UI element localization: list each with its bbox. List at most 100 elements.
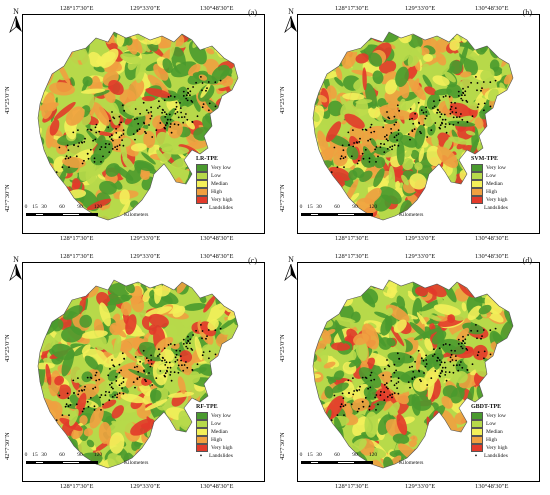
- latitude-label: 42°7′30″N: [279, 184, 286, 212]
- legend-label: Median: [211, 429, 228, 435]
- legend-swatch: [471, 172, 483, 180]
- legend-item: Very high: [471, 444, 533, 452]
- legend-swatch: [196, 428, 208, 436]
- legend-label: Very low: [211, 165, 232, 171]
- legend-label: High: [211, 189, 222, 195]
- legend-swatch: [471, 196, 483, 204]
- longitude-label: 128°17′30″E: [335, 235, 369, 242]
- susceptibility-map: [312, 279, 514, 469]
- north-label: N: [288, 7, 294, 16]
- legend-item: Very high: [471, 196, 533, 204]
- north-arrow-icon: [284, 15, 297, 34]
- longitude-label: 128°17′30″E: [60, 253, 94, 260]
- scale-tick: 90: [352, 204, 358, 210]
- legend-label: Very high: [486, 445, 508, 451]
- longitude-label: 128°17′30″E: [60, 5, 94, 12]
- scale-tick: 90: [77, 452, 83, 458]
- panel-label: (a): [248, 8, 257, 17]
- latitude-label: 42°7′30″N: [4, 184, 11, 212]
- legend-item: Very low: [471, 164, 533, 172]
- legend-item: Very low: [471, 412, 533, 420]
- scale-tick: 30: [41, 452, 47, 458]
- legend-label: Landslides: [209, 205, 233, 211]
- legend-label: Median: [486, 429, 503, 435]
- panel-label: (d): [522, 256, 532, 265]
- longitude-label: 129°33′0″E: [130, 483, 161, 490]
- longitude-label: 130°48′30″E: [475, 5, 509, 12]
- scale-tick: 120: [368, 204, 378, 210]
- north-arrow-icon: [9, 263, 22, 282]
- scale-tick: 90: [352, 452, 358, 458]
- landslide-dot-icon: •: [199, 204, 203, 212]
- panel-label: (b): [522, 8, 532, 17]
- legend-title: GBDT-TPE: [471, 404, 502, 410]
- legend-swatch: [196, 196, 208, 204]
- legend-label: High: [486, 437, 497, 443]
- north-label: N: [13, 7, 19, 16]
- latitude-label: 43°25′0″N: [4, 334, 11, 362]
- susceptibility-map: [312, 31, 514, 221]
- legend-item: Low: [196, 420, 258, 428]
- legend-label: Very high: [211, 197, 233, 203]
- legend-item: Low: [471, 172, 533, 180]
- legend-item: Low: [471, 420, 533, 428]
- legend-title: RF-TPE: [196, 404, 218, 410]
- legend-item: High: [471, 188, 533, 196]
- longitude-label: 129°33′0″E: [130, 235, 161, 242]
- longitude-label: 129°33′0″E: [405, 483, 436, 490]
- longitude-label: 128°17′30″E: [335, 5, 369, 12]
- legend-item: High: [196, 436, 258, 444]
- scale-unit: Kilometers: [399, 212, 424, 218]
- legend-item-landslides: • Landslides: [196, 452, 258, 460]
- legend-item: Very low: [196, 412, 258, 420]
- longitude-label: 130°48′30″E: [200, 483, 234, 490]
- north-arrow: N: [283, 7, 299, 39]
- legend-item: Low: [196, 172, 258, 180]
- scale-tick: 60: [59, 204, 65, 210]
- legend-label: Very high: [211, 445, 233, 451]
- scale-bar: 0 15 30 60 90 120 Kilometers: [297, 452, 427, 472]
- legend-swatch: [471, 444, 483, 452]
- scale-tick: 60: [59, 452, 65, 458]
- legend-swatch: [196, 412, 208, 420]
- latitude-label: 43°25′0″N: [4, 86, 11, 114]
- scale-tick: 120: [93, 204, 103, 210]
- legend: LR-TPE Very low Low Median High Very high • …: [196, 156, 258, 212]
- legend-swatch: [471, 412, 483, 420]
- legend-swatch: [196, 436, 208, 444]
- longitude-label: 128°17′30″E: [335, 483, 369, 490]
- legend-swatch: [471, 188, 483, 196]
- longitude-label: 129°33′0″E: [130, 5, 161, 12]
- north-arrow-icon: [284, 263, 297, 282]
- scale-bar: 0 15 30 60 90 120 Kilometers: [297, 204, 427, 224]
- legend-label: Landslides: [484, 453, 508, 459]
- legend-item: Very high: [196, 196, 258, 204]
- legend-label: Landslides: [484, 205, 508, 211]
- scale-tick: 30: [316, 204, 322, 210]
- legend-label: Landslides: [209, 453, 233, 459]
- map-panel: N (d) 128°17′30″E 129°33′0″E 130°48′30″E…: [279, 252, 546, 492]
- longitude-label: 130°48′30″E: [200, 5, 234, 12]
- legend-swatch: [196, 444, 208, 452]
- legend-label: Median: [486, 181, 503, 187]
- scale-tick: 0: [24, 204, 28, 210]
- longitude-label: 128°17′30″E: [60, 483, 94, 490]
- scale-bar: 0 15 30 60 90 120 Kilometers: [22, 204, 152, 224]
- longitude-label: 130°48′30″E: [475, 483, 509, 490]
- legend-label: Median: [211, 181, 228, 187]
- legend-label: Very high: [486, 197, 508, 203]
- scale-unit: Kilometers: [399, 460, 424, 466]
- legend-item: Median: [196, 180, 258, 188]
- legend-item: Median: [471, 180, 533, 188]
- legend: GBDT-TPE Very low Low Median High Very high …: [471, 404, 533, 460]
- legend-swatch: [471, 164, 483, 172]
- legend: RF-TPE Very low Low Median High Very high • …: [196, 404, 258, 460]
- longitude-label: 129°33′0″E: [130, 253, 161, 260]
- legend: SVM-TPE Very low Low Median High Very high •…: [471, 156, 533, 212]
- legend-label: High: [211, 437, 222, 443]
- scale-bar: 0 15 30 60 90 120 Kilometers: [22, 452, 152, 472]
- legend-label: Low: [211, 421, 222, 427]
- scale-tick: 30: [316, 452, 322, 458]
- scale-tick: 15: [307, 204, 313, 210]
- legend-title: SVM-TPE: [471, 156, 498, 162]
